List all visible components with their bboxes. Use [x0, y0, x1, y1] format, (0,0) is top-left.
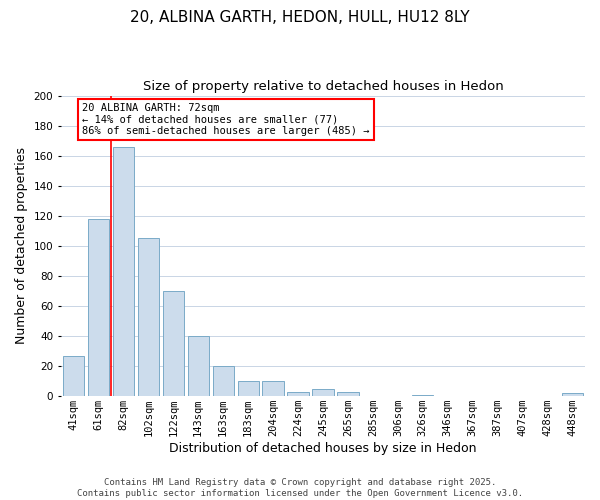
Text: 20, ALBINA GARTH, HEDON, HULL, HU12 8LY: 20, ALBINA GARTH, HEDON, HULL, HU12 8LY	[130, 10, 470, 25]
Bar	[412, 394, 433, 396]
X-axis label: Distribution of detached houses by size in Hedon: Distribution of detached houses by size …	[169, 442, 477, 455]
Bar	[88, 219, 109, 396]
Y-axis label: Number of detached properties: Number of detached properties	[15, 148, 28, 344]
Bar	[113, 146, 134, 396]
Text: 20 ALBINA GARTH: 72sqm
← 14% of detached houses are smaller (77)
86% of semi-det: 20 ALBINA GARTH: 72sqm ← 14% of detached…	[82, 103, 370, 136]
Bar	[188, 336, 209, 396]
Bar	[287, 392, 308, 396]
Bar	[562, 393, 583, 396]
Bar	[262, 381, 284, 396]
Bar	[313, 388, 334, 396]
Bar	[163, 291, 184, 396]
Bar	[238, 381, 259, 396]
Bar	[137, 238, 159, 396]
Bar	[212, 366, 234, 396]
Text: Contains HM Land Registry data © Crown copyright and database right 2025.
Contai: Contains HM Land Registry data © Crown c…	[77, 478, 523, 498]
Title: Size of property relative to detached houses in Hedon: Size of property relative to detached ho…	[143, 80, 503, 93]
Bar	[337, 392, 359, 396]
Bar	[63, 356, 84, 396]
